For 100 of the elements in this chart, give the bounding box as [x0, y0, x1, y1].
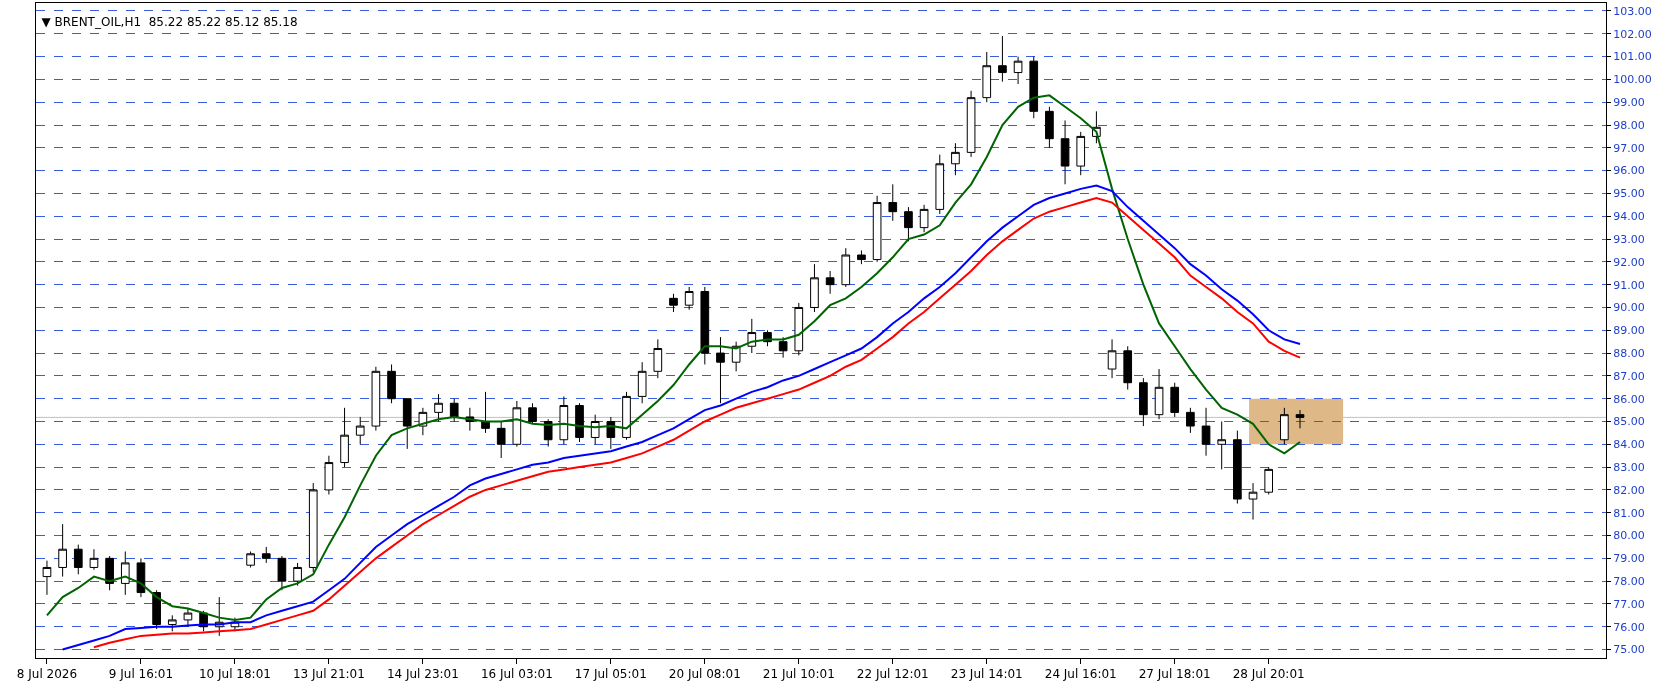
- candlestick: [434, 393, 443, 422]
- y-tick-label: 91.00: [1613, 278, 1645, 292]
- x-tick-label: 17 Jul 05:01: [574, 667, 647, 682]
- candlestick: [1029, 56, 1039, 119]
- candlestick: [324, 455, 334, 495]
- y-tick-label: 80.00: [1613, 529, 1645, 543]
- candlestick: [810, 263, 819, 313]
- candlestick: [293, 562, 302, 587]
- candlestick: [1139, 377, 1148, 427]
- y-tick-label: 96.00: [1613, 164, 1645, 178]
- y-tick-label: 94.00: [1613, 210, 1645, 224]
- candlestick: [622, 391, 631, 441]
- candlestick: [355, 416, 365, 445]
- candlestick: [669, 293, 678, 313]
- candlestick: [371, 366, 381, 432]
- candlestick: [105, 555, 114, 591]
- candlestick: [951, 142, 960, 176]
- candlestick: [998, 35, 1007, 83]
- candlestick: [794, 302, 804, 356]
- candlestick: [449, 398, 459, 422]
- text: ▼ BRENT_OIL,H1 85.22 85.22 85.12 85.18: [41, 14, 298, 29]
- candlestick: [1154, 368, 1164, 420]
- x-tick-label: 28 Jul 20:01: [1232, 667, 1305, 682]
- candlestick: [1201, 407, 1211, 457]
- y-tick-label: 92.00: [1613, 255, 1645, 269]
- y-tick-label: 98.00: [1613, 118, 1645, 132]
- candlestick: [120, 550, 130, 596]
- x-tick-label: 14 Jul 23:01: [386, 667, 459, 682]
- candlestick: [841, 247, 851, 288]
- y-tick-label: 90.00: [1613, 301, 1645, 315]
- x-tick-label: 21 Jul 10:01: [762, 667, 835, 682]
- candlestick: [183, 608, 193, 628]
- candlestick: [1045, 106, 1054, 149]
- candlestick: [653, 338, 663, 379]
- candlestick: [935, 154, 945, 215]
- candlestick: [716, 336, 725, 404]
- candlestick: [308, 482, 318, 573]
- candlestick: [1280, 407, 1289, 445]
- candlestick: [1264, 466, 1274, 495]
- candlestick: [575, 402, 584, 443]
- y-tick-label: 85.00: [1613, 415, 1645, 429]
- candlestick: [872, 195, 882, 263]
- y-tick-label: 83.00: [1613, 460, 1645, 474]
- candlestick: [73, 544, 83, 575]
- candlestick: [496, 421, 506, 459]
- y-tick-label: 79.00: [1613, 552, 1645, 566]
- candlestick: [543, 418, 553, 448]
- candlestick: [277, 555, 287, 591]
- candlestick: [888, 183, 898, 222]
- candlestick: [684, 286, 694, 311]
- y-tick-label: 100.00: [1613, 73, 1652, 87]
- candlestick: [700, 286, 710, 365]
- candlestick: [167, 614, 177, 632]
- candlestick: [1107, 338, 1117, 379]
- candlestick: [528, 402, 537, 425]
- y-tick-label: 95.00: [1613, 187, 1645, 201]
- candlestick: [778, 336, 788, 359]
- candlestick: [152, 589, 161, 630]
- x-tick-label: 8 Jul 2026: [16, 667, 78, 682]
- candlestick: [559, 395, 569, 445]
- y-tick-label: 77.00: [1613, 597, 1645, 611]
- y-tick-label: 97.00: [1613, 141, 1645, 155]
- y-tick-label: 101.00: [1613, 50, 1652, 64]
- candlestick: [1233, 430, 1242, 505]
- candlestick: [919, 204, 929, 233]
- y-tick-label: 88.00: [1613, 346, 1645, 360]
- candlestick: [1295, 409, 1305, 429]
- x-tick-label: 23 Jul 14:01: [950, 667, 1023, 682]
- candlestick: [1248, 482, 1258, 521]
- y-tick-label: 75.00: [1613, 643, 1645, 657]
- y-tick-label: 76.00: [1613, 620, 1645, 634]
- x-tick-label: 16 Jul 03:01: [480, 667, 553, 682]
- y-tick-label: 89.00: [1613, 324, 1645, 338]
- candlestick: [58, 523, 67, 578]
- x-tick-label: 10 Jul 18:01: [198, 667, 271, 682]
- y-tick-label: 99.00: [1613, 96, 1645, 110]
- candlestick: [904, 206, 913, 242]
- candlestick: [42, 560, 52, 596]
- candlestick: [387, 363, 396, 404]
- x-tick-label: 24 Jul 16:01: [1044, 667, 1117, 682]
- candlestick: [637, 361, 647, 404]
- candlestick: [512, 400, 522, 448]
- candlestick: [825, 270, 835, 295]
- y-tick-label: 93.00: [1613, 232, 1645, 246]
- x-tick-label: 9 Jul 16:01: [108, 667, 174, 682]
- candlestick: [1217, 421, 1227, 470]
- y-tick-label: 82.00: [1613, 483, 1645, 497]
- candlestick: [89, 548, 99, 571]
- candlestick: [340, 407, 349, 468]
- candlestick: [402, 398, 412, 450]
- y-tick-label: 84.00: [1613, 438, 1645, 452]
- candlestick: [1076, 131, 1086, 176]
- candlestick: [982, 51, 992, 103]
- x-tick-label: 22 Jul 12:01: [856, 667, 929, 682]
- candlestick: [246, 550, 255, 568]
- y-tick-label: 87.00: [1613, 369, 1645, 383]
- y-tick-label: 103.00: [1613, 4, 1652, 18]
- y-tick-label: 78.00: [1613, 574, 1645, 588]
- candlestick: [1123, 345, 1133, 391]
- y-tick-label: 81.00: [1613, 506, 1645, 520]
